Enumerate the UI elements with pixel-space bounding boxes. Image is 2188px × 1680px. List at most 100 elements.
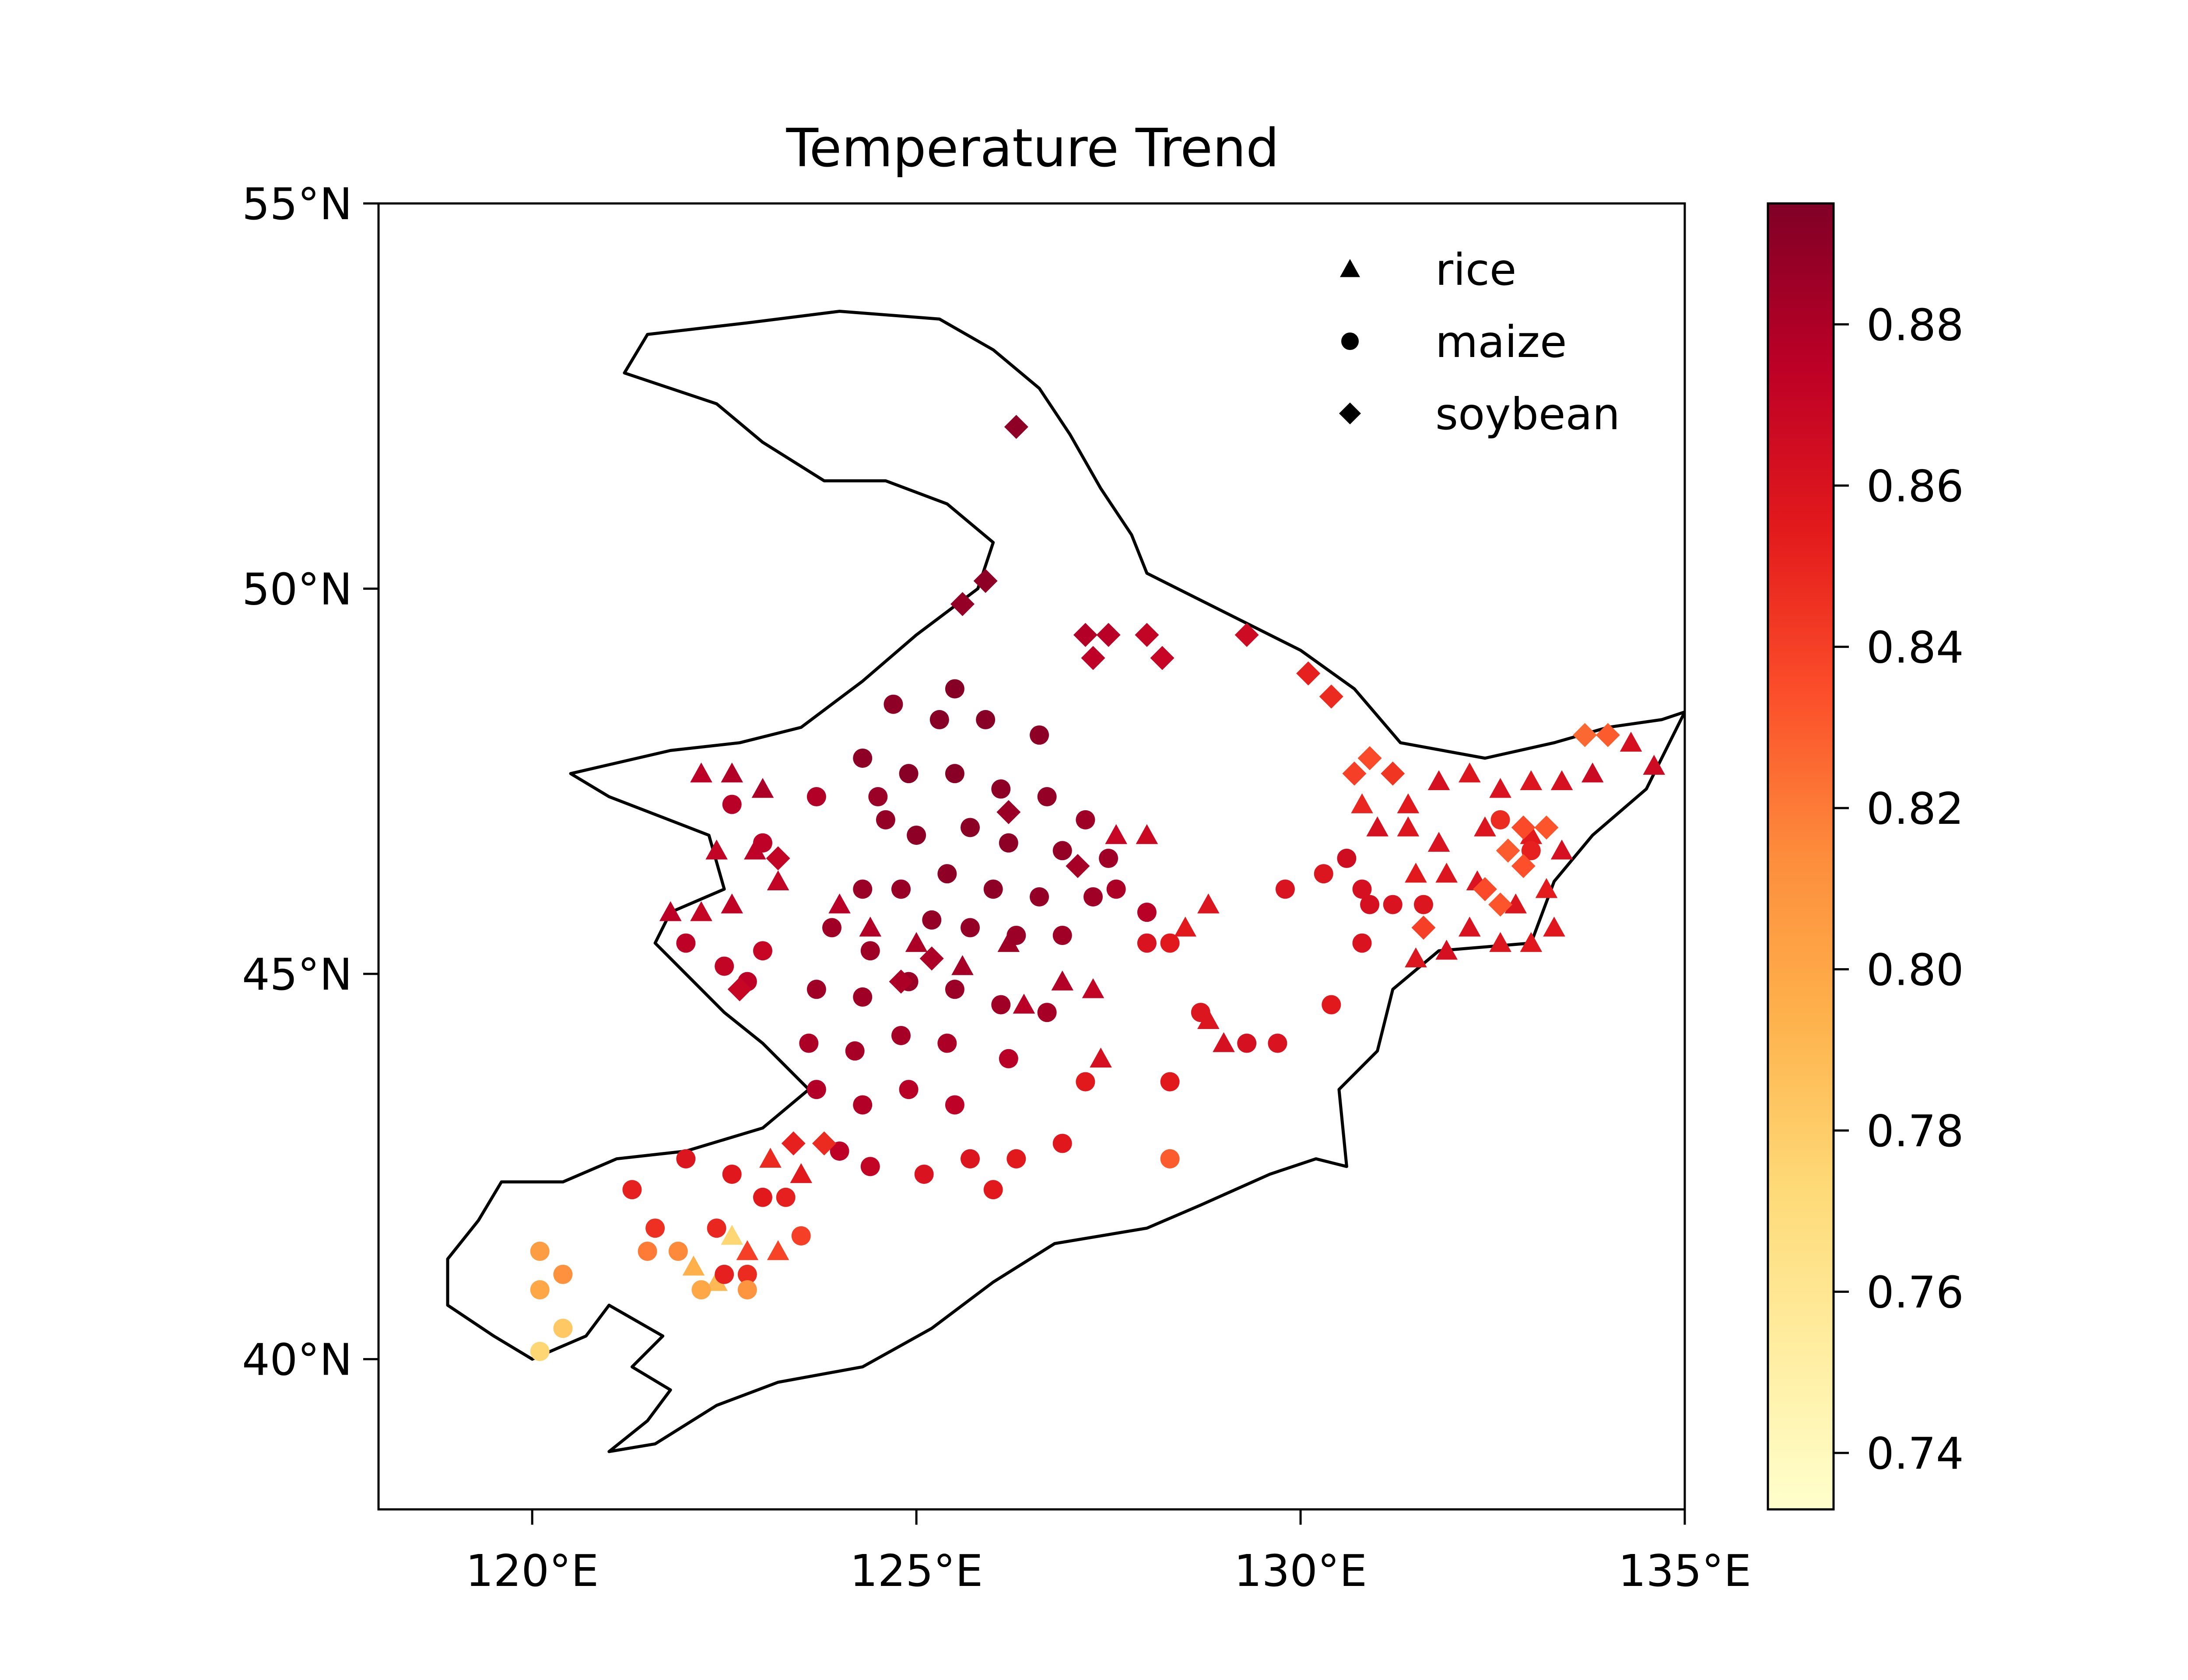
x-tick-label: 135°E xyxy=(1618,1545,1751,1596)
colorbar-tick-label: 0.74 xyxy=(1866,1428,1964,1479)
maize-point xyxy=(945,1095,964,1115)
maize-point xyxy=(1322,995,1341,1015)
rice-point xyxy=(1520,770,1543,791)
y-tick-label: 45°N xyxy=(242,949,352,1000)
rice-point xyxy=(767,870,789,890)
soybean-point xyxy=(1004,415,1028,439)
maize-point xyxy=(899,764,919,784)
maize-point xyxy=(845,1041,865,1061)
maize-point xyxy=(707,1218,726,1238)
y-tick-label: 55°N xyxy=(242,178,352,230)
rice-point xyxy=(1489,932,1511,952)
rice-point xyxy=(1581,762,1604,783)
maize-point xyxy=(668,1242,688,1261)
soybean-series xyxy=(727,415,1620,1155)
rice-point xyxy=(1620,732,1642,752)
maize-point xyxy=(1006,1149,1026,1169)
rice-point xyxy=(1427,770,1450,791)
rice-point xyxy=(721,893,743,914)
soybean-point xyxy=(812,1131,836,1155)
maize-point xyxy=(1006,926,1026,945)
x-axis: 120°E 125°E 130°E 135°E xyxy=(466,1509,1751,1596)
rice-point xyxy=(951,955,974,975)
maize-point xyxy=(830,1141,849,1161)
maize-point xyxy=(961,918,980,938)
rice-point xyxy=(1082,978,1105,998)
y-axis: 40°N 45°N 50°N 55°N xyxy=(242,178,379,1386)
soybean-point xyxy=(1496,838,1520,863)
region-layer xyxy=(446,310,1685,1453)
rice-point xyxy=(736,1240,759,1260)
rice-point xyxy=(690,762,712,783)
maize-point xyxy=(860,1157,880,1176)
maize-point xyxy=(806,787,826,807)
maize-point xyxy=(907,826,926,845)
maize-point xyxy=(1337,848,1357,868)
maize-point xyxy=(891,1026,911,1045)
legend-rice-label: rice xyxy=(1435,244,1516,295)
maize-point xyxy=(1383,895,1403,914)
soybean-point xyxy=(1488,892,1513,917)
maize-point xyxy=(1414,895,1433,914)
rice-point xyxy=(1351,793,1373,813)
soybean-point xyxy=(1096,623,1121,647)
maize-point xyxy=(553,1319,573,1338)
maize-point xyxy=(715,1264,734,1284)
maize-point xyxy=(737,1280,757,1300)
soybean-point xyxy=(1595,723,1620,747)
maize-point xyxy=(945,980,964,999)
rice-point xyxy=(1459,762,1481,783)
province-boundary xyxy=(446,310,1685,1453)
soybean-point xyxy=(996,800,1021,824)
soybean-point xyxy=(973,569,998,593)
soybean-point xyxy=(1150,646,1175,670)
soybean-point xyxy=(1381,761,1405,786)
maize-point xyxy=(899,1080,919,1099)
rice-point xyxy=(1174,917,1196,937)
maize-point xyxy=(1106,879,1126,899)
x-tick-label: 130°E xyxy=(1234,1545,1367,1596)
rice-point xyxy=(1405,947,1427,968)
rice-point xyxy=(1136,824,1158,844)
soybean-point xyxy=(889,970,913,994)
maize-point xyxy=(945,764,964,784)
rice-point xyxy=(1090,1047,1112,1068)
maize-point xyxy=(1160,933,1180,953)
plot-frame xyxy=(377,202,1686,1511)
maize-point xyxy=(991,779,1011,799)
maize-point xyxy=(638,1242,657,1261)
rice-point xyxy=(682,1255,705,1276)
colorbar-ticks: 0.74 0.76 0.78 0.80 0.82 0.84 0.86 0.88 xyxy=(1834,299,1964,1479)
maize-point xyxy=(937,1033,957,1053)
y-tick-label: 40°N xyxy=(242,1334,352,1386)
rice-point xyxy=(1105,824,1127,844)
maize-point xyxy=(622,1180,642,1200)
maize-point xyxy=(806,980,826,999)
maize-point xyxy=(929,710,949,729)
rice-point xyxy=(997,932,1020,952)
soybean-point xyxy=(919,946,944,971)
maize-point xyxy=(1275,879,1295,899)
maize-point xyxy=(1191,1003,1210,1022)
soybean-point xyxy=(1534,815,1559,840)
maize-point xyxy=(1352,933,1372,953)
maize-point xyxy=(1083,887,1103,906)
y-tick-label: 50°N xyxy=(242,564,352,615)
maize-point xyxy=(753,833,772,853)
rice-point xyxy=(1397,816,1420,836)
legend-soybean-marker xyxy=(1339,402,1361,424)
rice-point xyxy=(705,1271,728,1291)
rice-point xyxy=(1550,839,1573,860)
chart-title: Temperature Trend xyxy=(786,118,1280,179)
maize-point xyxy=(853,879,873,899)
colorbar-tick-label: 0.86 xyxy=(1866,461,1964,512)
colorbar-tick-label: 0.78 xyxy=(1866,1106,1964,1157)
maize-point xyxy=(1076,810,1095,830)
colorbar-tick-label: 0.82 xyxy=(1866,783,1964,834)
maize-point xyxy=(999,1049,1018,1068)
rice-point xyxy=(659,901,682,921)
rice-point xyxy=(1197,1009,1220,1029)
colorbar-tick-label: 0.88 xyxy=(1866,299,1964,350)
